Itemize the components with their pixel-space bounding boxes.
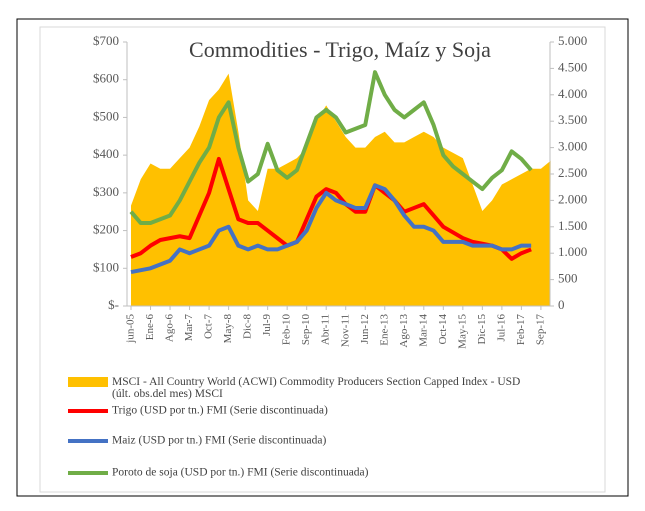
- x-tick-label: Mar-14: [417, 314, 429, 347]
- legend-label: Poroto de soja (USD por tn.) FMI (Serie …: [112, 467, 369, 479]
- x-tick-label: Oct-14: [437, 314, 449, 345]
- y2-tick-label: 1.000: [558, 244, 587, 259]
- line: [130, 156, 532, 261]
- y2-tick-label: 1.500: [558, 218, 587, 233]
- x-tick-label: Ago-6: [164, 314, 176, 343]
- legend-label: Maiz (USD por tn.) FMI (Serie discontinu…: [112, 435, 326, 447]
- y2-tick-label: 3.500: [558, 112, 587, 127]
- x-tick-label: Dic-8: [242, 314, 254, 340]
- x-tick-label: Jul-9: [261, 314, 273, 337]
- x-tick-label: Dic-15: [476, 314, 488, 345]
- y2-tick-label: 2.500: [558, 165, 587, 180]
- x-tick-label: Ago-13: [398, 314, 410, 348]
- y2-tick-label: 500: [558, 271, 578, 286]
- x-tick-label: May-8: [222, 314, 234, 344]
- legend-line: (últ. obs.del mes) MSCI: [112, 388, 223, 400]
- legend-swatch: [68, 377, 108, 387]
- x-tick-label: Mar-7: [183, 314, 195, 342]
- line: [129, 70, 533, 226]
- x-tick-label: Jul-16: [495, 314, 507, 342]
- y-tick-label: $400: [93, 146, 119, 161]
- x-tick-label: Sep-17: [534, 314, 546, 346]
- line: [130, 183, 532, 275]
- y2-tick-label: 2.000: [558, 191, 587, 206]
- legend-label: Trigo (USD por tn.) FMI (Serie discontin…: [112, 405, 328, 417]
- y-tick-label: $100: [93, 259, 119, 274]
- y2-tick-label: 4.500: [558, 59, 587, 74]
- x-tick-label: jun-05: [125, 314, 137, 344]
- y2-tick-label: 3.000: [558, 139, 587, 154]
- x-tick-label: Feb-10: [281, 314, 293, 346]
- legend-label: MSCI - All Country World (ACWI) Commodit…: [112, 376, 520, 400]
- x-tick-label: Oct-7: [203, 314, 215, 340]
- y2-tick-label: 5.000: [558, 33, 587, 48]
- x-tick-label: May-15: [456, 314, 468, 349]
- chart-title: Commodities - Trigo, Maíz y Soja: [189, 37, 491, 62]
- y-tick-label: $700: [93, 33, 119, 48]
- x-tick-label: Nov-11: [339, 314, 351, 347]
- x-tick-label: Ene-13: [378, 314, 390, 346]
- x-tick-label: Sep-10: [300, 314, 312, 346]
- y-tick-label: $200: [93, 222, 119, 237]
- y2-tick-label: 4.000: [558, 86, 587, 101]
- legend-line: MSCI - All Country World (ACWI) Commodit…: [112, 376, 520, 388]
- x-tick-label: Jun-12: [359, 314, 371, 344]
- y-tick-label: $-: [108, 297, 119, 312]
- y-tick-label: $300: [93, 184, 119, 199]
- x-tick-label: Abr-11: [320, 314, 332, 345]
- y-tick-label: $500: [93, 108, 119, 123]
- x-tick-label: Feb-17: [515, 314, 527, 346]
- y2-tick-label: 0: [558, 297, 565, 312]
- x-tick-label: Ene-6: [144, 314, 156, 341]
- y-tick-label: $600: [93, 71, 119, 86]
